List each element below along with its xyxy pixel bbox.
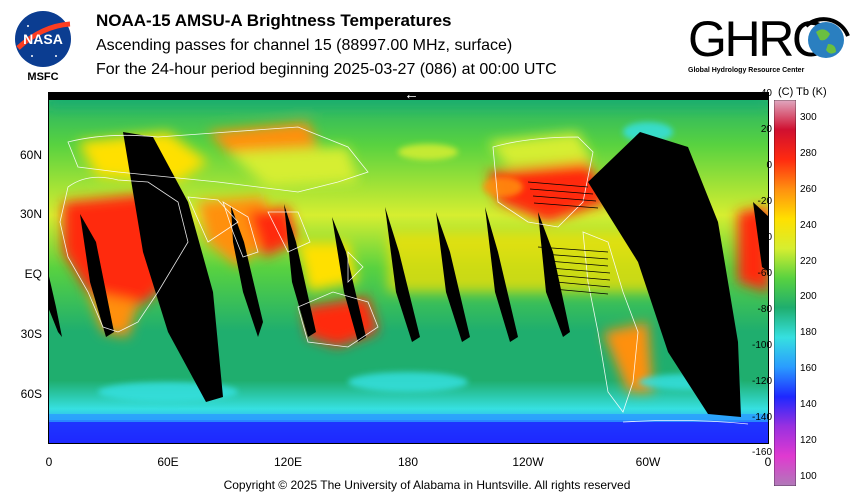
lon-label-60e: 60E [157, 455, 179, 469]
nasa-logo: NASA MSFC [15, 11, 71, 83]
colorbar-celsius-tick: -160 [751, 447, 772, 459]
colorbar-celsius-tick: -20 [757, 196, 772, 208]
colorbar-kelvin-tick: 220 [800, 255, 817, 267]
colorbar-celsius-tick: -60 [757, 267, 772, 279]
direction-arrow-icon: ← [404, 86, 419, 103]
scan-lines [527, 181, 611, 295]
colorbar-kelvin-tick: 120 [800, 435, 817, 447]
nasa-logo-text: NASA [23, 31, 63, 47]
colorbar-celsius-tick: -40 [757, 231, 772, 243]
colorbar-celsius-tick: -80 [757, 303, 772, 315]
missing-data-band [48, 92, 769, 100]
colorbar [774, 100, 796, 486]
colorbar-kelvin-tick: 160 [800, 363, 817, 375]
colorbar-kelvin-tick: 100 [800, 471, 817, 483]
colorbar-celsius-tick: -100 [751, 339, 772, 351]
ghrc-logo-text: GHRC [688, 11, 828, 67]
lat-label-60n: 60N [19, 148, 42, 162]
colorbar-kelvin-tick: 240 [800, 219, 817, 231]
lon-label-120e: 120E [273, 455, 303, 469]
colorbar-kelvin-tick: 200 [800, 291, 817, 303]
lat-label-30s: 30S [20, 327, 42, 341]
colorbar-kelvin-tick: 260 [800, 183, 817, 195]
colorbar-celsius-tick: -140 [751, 411, 772, 423]
colorbar-celsius-tick: 20 [760, 124, 772, 136]
lat-label-60s: 60S [20, 387, 42, 401]
colorbar-celsius-tick: 0 [766, 160, 772, 172]
coastlines [59, 126, 749, 425]
lat-label-eq: EQ [24, 267, 42, 281]
period-line: For the 24-hour period beginning 2025-03… [96, 61, 557, 78]
copyright-footer: Copyright © 2025 The University of Alaba… [223, 478, 631, 492]
colorbar-kelvin-tick: 180 [800, 327, 817, 339]
brightness-temperature-map [48, 92, 769, 444]
lon-label-0: 0 [45, 455, 53, 469]
lat-label-30n: 30N [19, 207, 42, 221]
lon-label-0-east: 0 [764, 455, 772, 469]
lon-label-120w: 120W [512, 455, 544, 469]
chart-subtitle: Ascending passes for channel 15 (88997.0… [96, 37, 513, 54]
colorbar-celsius-tick: -120 [751, 375, 772, 387]
colorbar-celsius-tick: 40 [760, 88, 772, 100]
chart-title: NOAA-15 AMSU-A Brightness Temperatures [96, 11, 452, 30]
nasa-logo-caption: MSFC [27, 71, 58, 83]
colorbar-header: (C) Tb (K) [778, 86, 827, 98]
colorbar-kelvin-tick: 300 [800, 111, 817, 123]
lon-label-180: 180 [397, 455, 419, 469]
colorbar-kelvin-tick: 140 [800, 399, 817, 411]
ghrc-logo-caption: Global Hydrology Resource Center [688, 67, 805, 74]
lon-label-60w: 60W [635, 455, 661, 469]
colorbar-kelvin-tick: 280 [800, 147, 817, 159]
ghrc-logo: GHRC Global Hydrology Resource Center [688, 11, 850, 74]
map-border [48, 92, 769, 444]
